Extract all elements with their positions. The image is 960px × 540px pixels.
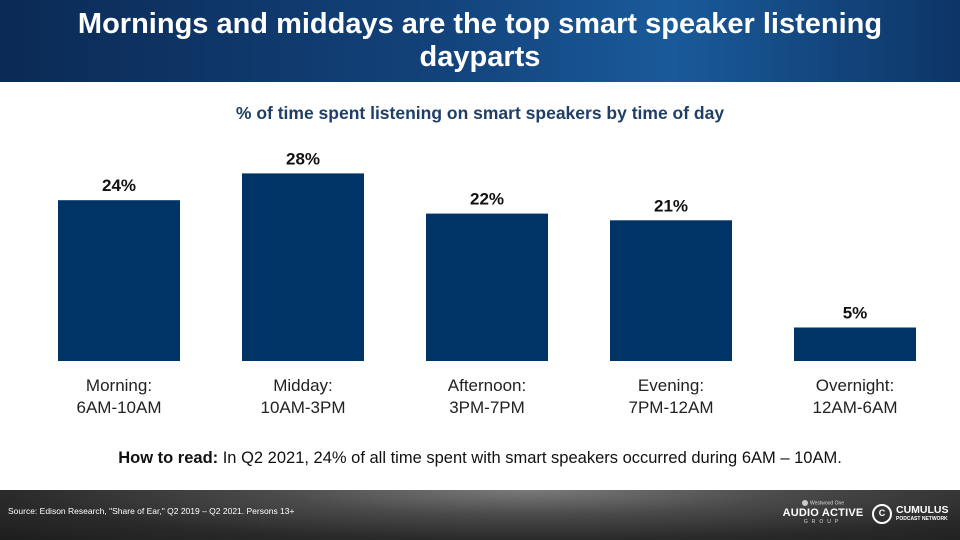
audio-active-group-logo: Westwood One AUDIO ACTIVE GROUP	[782, 500, 864, 525]
cumulus-sub: PODCAST NETWORK	[896, 516, 948, 522]
bar-4	[794, 327, 916, 361]
category-label-0-line-1: 6AM-10AM	[76, 398, 161, 417]
category-label-4-line-0: Overnight:	[816, 376, 894, 395]
category-label-3-line-1: 7PM-12AM	[628, 398, 713, 417]
title-banner: Mornings and middays are the top smart s…	[0, 0, 960, 82]
category-label-4-line-1: 12AM-6AM	[812, 398, 897, 417]
how-to-read-text: In Q2 2021, 24% of all time spent with s…	[218, 449, 842, 467]
data-label-3: 21%	[654, 196, 688, 215]
chart-title: % of time spent listening on smart speak…	[235, 103, 725, 123]
how-to-read-note: How to read: In Q2 2021, 24% of all time…	[0, 449, 960, 468]
data-label-2: 22%	[470, 190, 504, 209]
cumulus-podcast-network-logo: C CUMULUS PODCAST NETWORK	[872, 503, 956, 527]
slide-title: Mornings and middays are the top smart s…	[77, 8, 883, 73]
bar-3	[610, 220, 732, 361]
westwood-one-icon	[801, 500, 808, 506]
bar-chart: 24% Morning: 6AM-10AM 28% Midday: 10AM-3PM 22%…	[58, 149, 916, 417]
logo-top-text: Westwood One	[809, 500, 845, 507]
logo-sub-text: GROUP	[803, 519, 843, 526]
bar-1	[242, 173, 364, 361]
bar-2	[426, 213, 548, 361]
footer-bar: Source: Edison Research, "Share of Ear,"…	[0, 490, 960, 540]
category-label-2-line-1: 3PM-7PM	[449, 398, 525, 417]
category-label-0-line-0: Morning:	[86, 376, 152, 395]
data-label-4: 5%	[843, 304, 868, 323]
category-label-1-line-0: Midday:	[273, 376, 333, 395]
bar-0	[58, 200, 180, 361]
cumulus-name: CUMULUS	[896, 504, 949, 516]
how-to-read-label: How to read:	[118, 449, 219, 467]
category-label-2-line-0: Afternoon:	[448, 376, 526, 395]
category-label-3-line-0: Evening:	[638, 376, 704, 395]
logo-main-text: AUDIO ACTIVE	[782, 507, 864, 520]
source-note: Source: Edison Research, "Share of Ear,"…	[8, 506, 295, 516]
data-label-1: 28%	[286, 149, 320, 168]
data-label-0: 24%	[102, 176, 136, 195]
category-label-1-line-1: 10AM-3PM	[260, 398, 345, 417]
cumulus-icon: C	[872, 504, 892, 524]
